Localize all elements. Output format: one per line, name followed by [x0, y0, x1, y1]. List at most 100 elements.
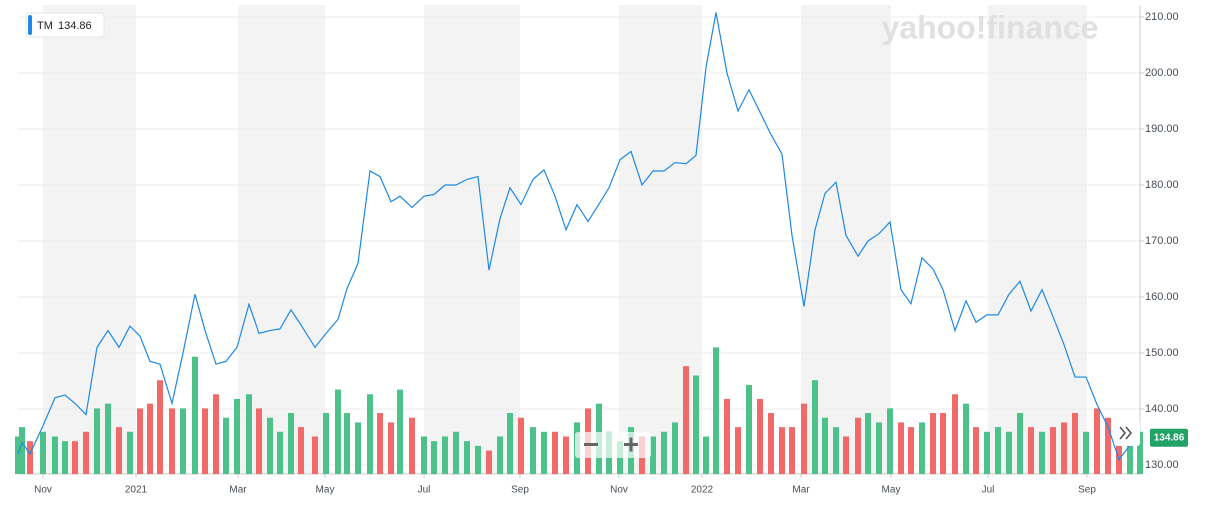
volume-bar: [530, 427, 536, 474]
volume-bar: [267, 417, 273, 474]
volume-bar: [213, 394, 219, 474]
volume-bar: [703, 436, 709, 474]
x-tick-label: Mar: [229, 485, 247, 496]
x-tick-label: 2021: [125, 485, 148, 496]
volume-bar: [464, 441, 470, 474]
price-tag-label: 134.86: [1154, 432, 1185, 443]
volume-bar: [552, 431, 558, 474]
y-tick-label: 170.00: [1145, 235, 1179, 247]
volume-bar: [984, 431, 990, 474]
x-tick-label: Jul: [418, 485, 431, 496]
volume-bar: [27, 441, 33, 474]
volume-bar: [431, 441, 437, 474]
next-box[interactable]: [1114, 420, 1140, 446]
y-tick-label: 190.00: [1145, 123, 1179, 135]
volume-bar: [397, 389, 403, 474]
volume-bar: [812, 380, 818, 474]
x-tick-label: Sep: [1078, 485, 1096, 496]
volume-bar: [157, 380, 163, 474]
volume-bar: [1017, 413, 1023, 474]
period-band: [238, 5, 325, 474]
volume-bar: [1006, 431, 1012, 474]
zoom-out[interactable]: [584, 443, 598, 446]
volume-bar: [169, 408, 175, 474]
volume-bar: [779, 427, 785, 474]
volume-bar: [735, 427, 741, 474]
volume-bar: [518, 417, 524, 474]
volume-bar: [116, 427, 122, 474]
y-tick-label: 150.00: [1145, 347, 1179, 359]
price-tag: [1150, 428, 1188, 447]
volume-bar: [1127, 427, 1133, 474]
volume-bar: [995, 427, 1001, 474]
volume-bar: [843, 436, 849, 474]
zoom-controls[interactable]: [575, 432, 651, 458]
volume-bar: [898, 422, 904, 474]
volume-bar: [1116, 431, 1122, 474]
x-tick-label: Jul: [982, 485, 995, 496]
volume-bar: [1083, 431, 1089, 474]
x-tick-label: 2022: [691, 485, 714, 496]
y-tick-label: 200.00: [1145, 67, 1179, 79]
volume-bar: [940, 413, 946, 474]
volume-bar: [973, 427, 979, 474]
x-tick-label: Sep: [511, 485, 529, 496]
volume-bar: [822, 417, 828, 474]
volume-bar: [563, 436, 569, 474]
volume-bar: [497, 436, 503, 474]
volume-bar: [1050, 427, 1056, 474]
volume-bar: [908, 427, 914, 474]
volume-bar: [833, 427, 839, 474]
x-tick-label: May: [882, 485, 901, 496]
legend-box: [25, 12, 105, 38]
volume-bar: [421, 436, 427, 474]
volume-bar: [672, 422, 678, 474]
volume-bar: [963, 403, 969, 474]
volume-bar: [19, 427, 25, 474]
x-tick-label: Nov: [610, 485, 628, 496]
y-tick-label: 130.00: [1145, 459, 1179, 471]
volume-bar: [930, 413, 936, 474]
price-line: [17, 12, 1141, 461]
volume-bar: [409, 417, 415, 474]
volume-bar: [1137, 431, 1143, 474]
y-tick-label: 160.00: [1145, 291, 1179, 303]
volume-bar: [683, 366, 689, 474]
volume-bar: [40, 431, 46, 474]
volume-bar: [256, 408, 262, 474]
volume-bar: [94, 408, 100, 474]
legend-value: 134.86: [58, 20, 92, 32]
period-band: [988, 5, 1087, 474]
grid: 130.00 140.00 150.00 160.00 170.00 180.00 190.…: [18, 5, 1179, 496]
volume-bar: [1094, 408, 1100, 474]
next-button[interactable]: [1114, 420, 1140, 446]
volume-bar: [876, 422, 882, 474]
volume-bar: [234, 398, 240, 474]
volume-bar: [147, 403, 153, 474]
volume-bar: [105, 403, 111, 474]
legend-name: TM: [37, 20, 53, 32]
legend: TM 134.86: [25, 12, 105, 38]
volume-bar: [768, 413, 774, 474]
volume-bar: [367, 394, 373, 474]
volume-bar: [486, 450, 492, 474]
volume-bar: [724, 398, 730, 474]
volume-bar: [277, 431, 283, 474]
legend-swatch: [28, 15, 32, 35]
x-tick-label: May: [316, 485, 335, 496]
volume-bar: [650, 436, 656, 474]
period-band: [619, 5, 702, 474]
volume-bar: [246, 394, 252, 474]
volume-bar: [52, 436, 58, 474]
volume-bar: [855, 417, 861, 474]
volume-bar: [442, 436, 448, 474]
volume-bar: [507, 413, 513, 474]
volume-bar: [288, 413, 294, 474]
volume-bar: [192, 356, 198, 474]
volume-bar: [475, 445, 481, 474]
next-icon: [1119, 426, 1133, 440]
volume-bar: [865, 413, 871, 474]
volume-bar: [388, 422, 394, 474]
volume-bar: [887, 408, 893, 474]
